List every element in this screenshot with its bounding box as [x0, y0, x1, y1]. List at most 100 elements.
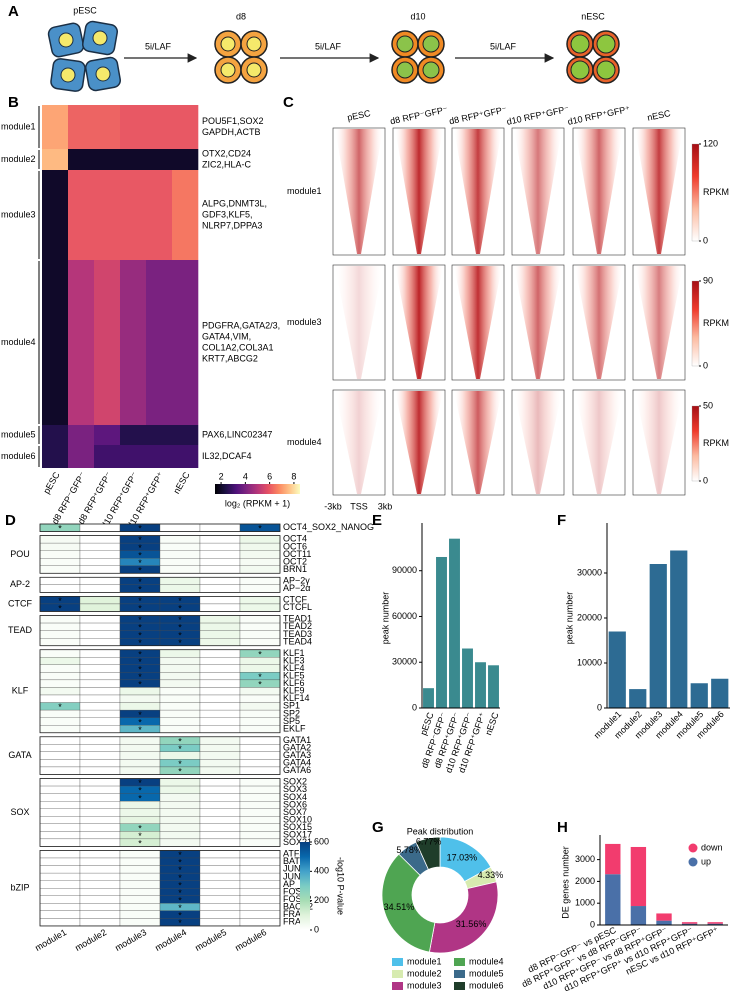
- heatmap-cell: [68, 105, 95, 149]
- matrix-cell: [199, 823, 241, 832]
- matrix-cell: [39, 903, 81, 911]
- significance-mark: *: [258, 672, 262, 682]
- matrix-cell: [119, 903, 161, 911]
- matrix-cell: [239, 687, 281, 696]
- heatmap-cell: [42, 260, 69, 425]
- matrix-cell: [199, 702, 241, 711]
- matrix-cell: [39, 622, 81, 631]
- row-label: CTCFL: [283, 602, 312, 612]
- matrix-cell: [239, 584, 281, 593]
- gene-annotation: PDGFRA,GATA2/3,: [202, 320, 280, 330]
- row-label: TEAD3: [283, 629, 312, 639]
- matrix-cell: [39, 816, 81, 824]
- matrix-cell: [199, 872, 241, 881]
- colorbar-tick-label: 200: [314, 895, 329, 905]
- significance-mark: *: [138, 680, 142, 690]
- matrix-cell: [79, 831, 121, 840]
- gene-annotation: OTX2,CD24: [202, 148, 251, 158]
- matrix-cell: [119, 759, 161, 768]
- gene-annotation: POU5F1,SOX2: [202, 116, 264, 126]
- significance-mark: *: [138, 543, 142, 553]
- bar: [475, 662, 486, 708]
- significance-mark: *: [138, 657, 142, 667]
- bar: [711, 678, 729, 708]
- bar-segment: [707, 923, 723, 925]
- matrix-cell: [79, 766, 121, 775]
- significance-mark: *: [138, 717, 142, 727]
- colorbar-tick-label: 600: [314, 836, 329, 846]
- matrix-cell: [39, 577, 81, 585]
- matrix-cell: [39, 725, 81, 733]
- significance-mark: *: [178, 736, 182, 746]
- significance-mark: *: [138, 793, 142, 803]
- group-frame: [39, 576, 281, 593]
- significance-mark: *: [138, 831, 142, 841]
- significance-mark: *: [178, 630, 182, 640]
- d8-cells: [214, 30, 268, 84]
- group-label: POU: [10, 549, 30, 559]
- heatmap-cell: [68, 445, 95, 468]
- matrix-cell: [239, 709, 281, 718]
- matrix-cell: [199, 679, 241, 688]
- matrix-cell: [39, 751, 81, 760]
- row-label: SOX3: [283, 784, 307, 794]
- donut-slice: [415, 836, 441, 871]
- group-label: SOX: [10, 807, 29, 817]
- matrix-cell: [39, 801, 81, 809]
- slice-label: 31.56%: [456, 919, 487, 929]
- matrix-cell: [79, 584, 121, 593]
- matrix-cell: [79, 702, 121, 711]
- matrix-cell: [79, 910, 121, 919]
- matrix-cell: [39, 823, 81, 832]
- matrix-cell: [199, 672, 241, 681]
- matrix-cell: [199, 778, 241, 787]
- matrix-cell: [119, 880, 161, 889]
- matrix-cell: [39, 895, 81, 904]
- heatmap-cell: [146, 170, 173, 260]
- significance-mark: *: [138, 596, 142, 606]
- matrix-cell: [39, 550, 81, 559]
- significance-mark: *: [178, 888, 182, 898]
- matrix-cell: [119, 857, 161, 866]
- matrix-cell: [39, 793, 81, 802]
- significance-mark: *: [258, 649, 262, 659]
- gene-annotation: COL1A2,COL3A1: [202, 342, 274, 352]
- matrix-cell: [119, 895, 161, 904]
- row-label: SOX21: [283, 837, 312, 847]
- gene-annotation: GATA4,VIM,: [202, 331, 251, 341]
- row-label: SP5: [283, 716, 300, 726]
- colorbar: [691, 143, 700, 242]
- row-label: SOX10: [283, 814, 312, 824]
- y-tick-label: 0: [597, 702, 602, 712]
- matrix-cell: [119, 865, 161, 874]
- column-title: d10 RFP⁺GFP⁻: [506, 104, 570, 127]
- bar: [449, 538, 460, 708]
- row-label: SOX4: [283, 792, 307, 802]
- significance-mark: *: [178, 615, 182, 625]
- matrix-cell: [239, 615, 281, 624]
- significance-mark: *: [138, 565, 142, 575]
- panel-label: H: [557, 819, 568, 836]
- row-label: GATA1: [283, 735, 311, 745]
- y-tick-label: 10000: [577, 657, 602, 667]
- significance-mark: *: [138, 550, 142, 560]
- slice-label: 6.77%: [416, 837, 442, 847]
- matrix-cell: [239, 872, 281, 881]
- row-label: module3: [1, 209, 36, 219]
- group-frame: [39, 596, 281, 612]
- matrix-cell: [79, 759, 121, 768]
- colorbar-tick-label: 2: [219, 471, 224, 481]
- legend-label: module6: [469, 980, 504, 990]
- significance-mark: *: [138, 585, 142, 595]
- group-frame: [39, 736, 281, 775]
- matrix-cell: [159, 657, 201, 665]
- colorbar-tick-label: 8: [291, 471, 296, 481]
- heatmap-cell: [172, 445, 199, 468]
- matrix-cell: [79, 577, 121, 585]
- row-label: AP_1: [283, 879, 305, 889]
- matrix-cell: [199, 801, 241, 809]
- matrix-cell: [159, 649, 201, 658]
- row-label: FOSL2: [283, 894, 312, 904]
- row-label: OCT4: [283, 534, 307, 544]
- matrix-cell: [79, 823, 121, 832]
